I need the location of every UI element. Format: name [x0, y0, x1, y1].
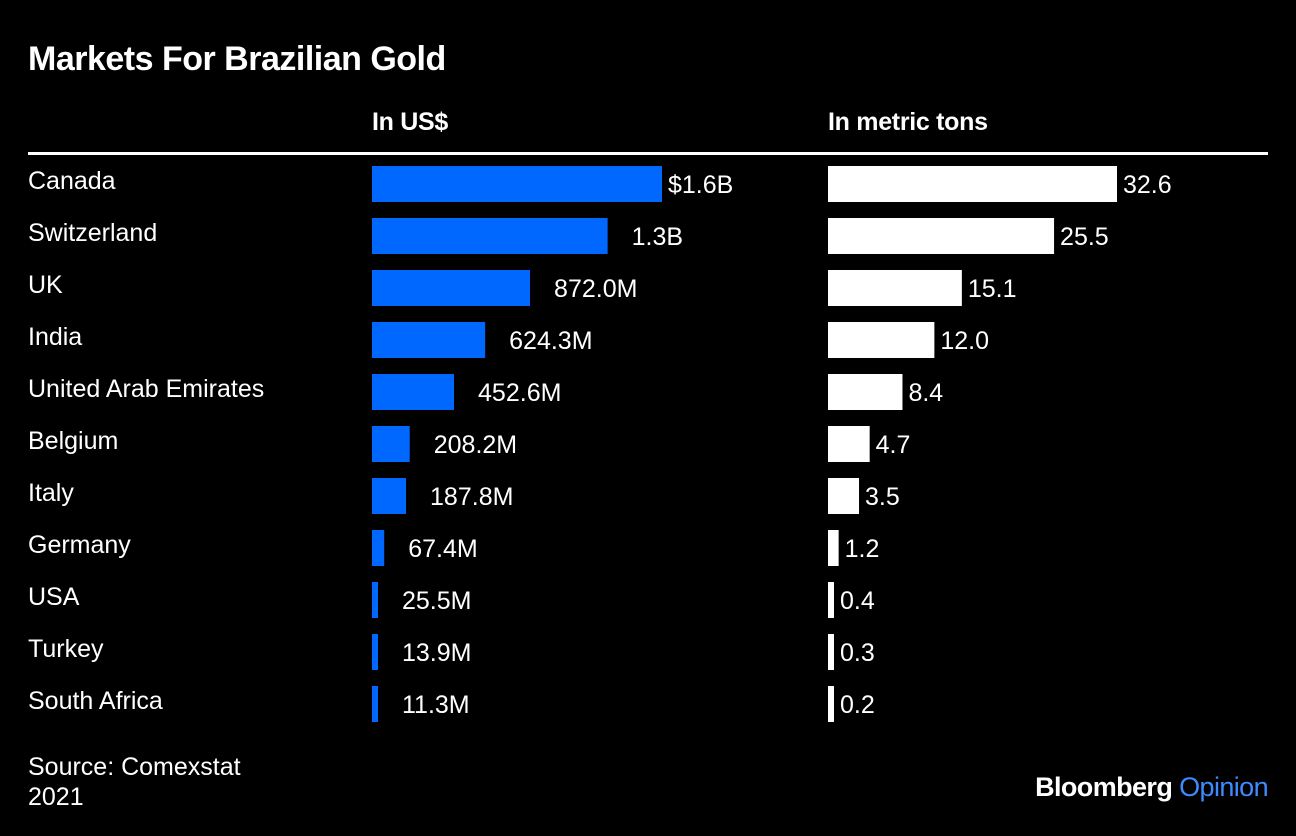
- tons-bar: [828, 218, 1055, 254]
- usd-bar: [372, 218, 608, 254]
- tons-value-label: 15.1: [968, 275, 1017, 303]
- usd-value-label: 208.2M: [434, 431, 517, 459]
- tons-column-header: In metric tons: [828, 108, 988, 136]
- tons-value-label: 12.0: [940, 327, 989, 355]
- category-label: USA: [28, 583, 80, 611]
- brand-suffix: Opinion: [1179, 772, 1268, 802]
- usd-value-label: 25.5M: [402, 587, 471, 615]
- tons-bar: [828, 322, 935, 358]
- brand-logo: Bloomberg Opinion: [1035, 772, 1268, 803]
- usd-bar: [372, 426, 410, 462]
- category-label: India: [28, 323, 82, 351]
- chart-title: Markets For Brazilian Gold: [28, 40, 446, 78]
- tons-bar: [828, 634, 834, 670]
- usd-value-label: 452.6M: [478, 379, 561, 407]
- tons-value-label: 0.4: [840, 587, 875, 615]
- tons-value-label: 3.5: [865, 483, 900, 511]
- usd-bar: [372, 530, 385, 566]
- brand-name: Bloomberg: [1035, 772, 1173, 802]
- tons-bar: [828, 686, 834, 722]
- usd-value-label: 1.3B: [632, 223, 683, 251]
- tons-value-label: 32.6: [1123, 171, 1172, 199]
- tons-value-label: 8.4: [908, 379, 943, 407]
- usd-bar: [372, 166, 662, 202]
- category-label: United Arab Emirates: [28, 375, 264, 403]
- usd-value-label: 11.3M: [402, 691, 470, 719]
- tons-value-label: 1.2: [845, 535, 880, 563]
- tons-bar: [828, 166, 1117, 202]
- usd-column-header: In US$: [372, 108, 448, 136]
- source-text: Source: Comexstat: [28, 753, 241, 781]
- category-label: UK: [28, 271, 63, 299]
- category-label: Germany: [28, 531, 131, 559]
- category-label: Canada: [28, 167, 116, 195]
- tons-value-label: 25.5: [1060, 223, 1109, 251]
- usd-bar: [372, 270, 531, 306]
- tons-bar: [828, 582, 834, 618]
- usd-value-label: $1.6B: [668, 171, 733, 199]
- usd-value-label: 67.4M: [408, 535, 477, 563]
- usd-value-label: 624.3M: [509, 327, 592, 355]
- usd-bar: [372, 374, 455, 410]
- usd-bar: [372, 634, 378, 670]
- usd-bar: [372, 582, 378, 618]
- tons-value-label: 0.2: [840, 691, 875, 719]
- usd-bar: [372, 686, 378, 722]
- usd-value-label: 13.9M: [402, 639, 471, 667]
- tons-bar: [828, 270, 962, 306]
- tons-value-label: 0.3: [840, 639, 875, 667]
- category-label: Italy: [28, 479, 74, 507]
- source-year: 2021: [28, 783, 84, 811]
- usd-value-label: 187.8M: [430, 483, 513, 511]
- tons-bar: [828, 530, 839, 566]
- category-label: South Africa: [28, 687, 163, 715]
- usd-value-label: 872.0M: [554, 275, 637, 303]
- header-divider: [28, 152, 1268, 155]
- usd-bar: [372, 322, 486, 358]
- usd-bar: [372, 478, 407, 514]
- category-label: Switzerland: [28, 219, 157, 247]
- category-label: Turkey: [28, 635, 104, 663]
- tons-bar: [828, 478, 860, 514]
- source-note: Source: Comexstat 2021: [28, 752, 241, 812]
- category-label: Belgium: [28, 427, 118, 455]
- tons-bar: [828, 374, 903, 410]
- tons-value-label: 4.7: [876, 431, 911, 459]
- tons-bar: [828, 426, 870, 462]
